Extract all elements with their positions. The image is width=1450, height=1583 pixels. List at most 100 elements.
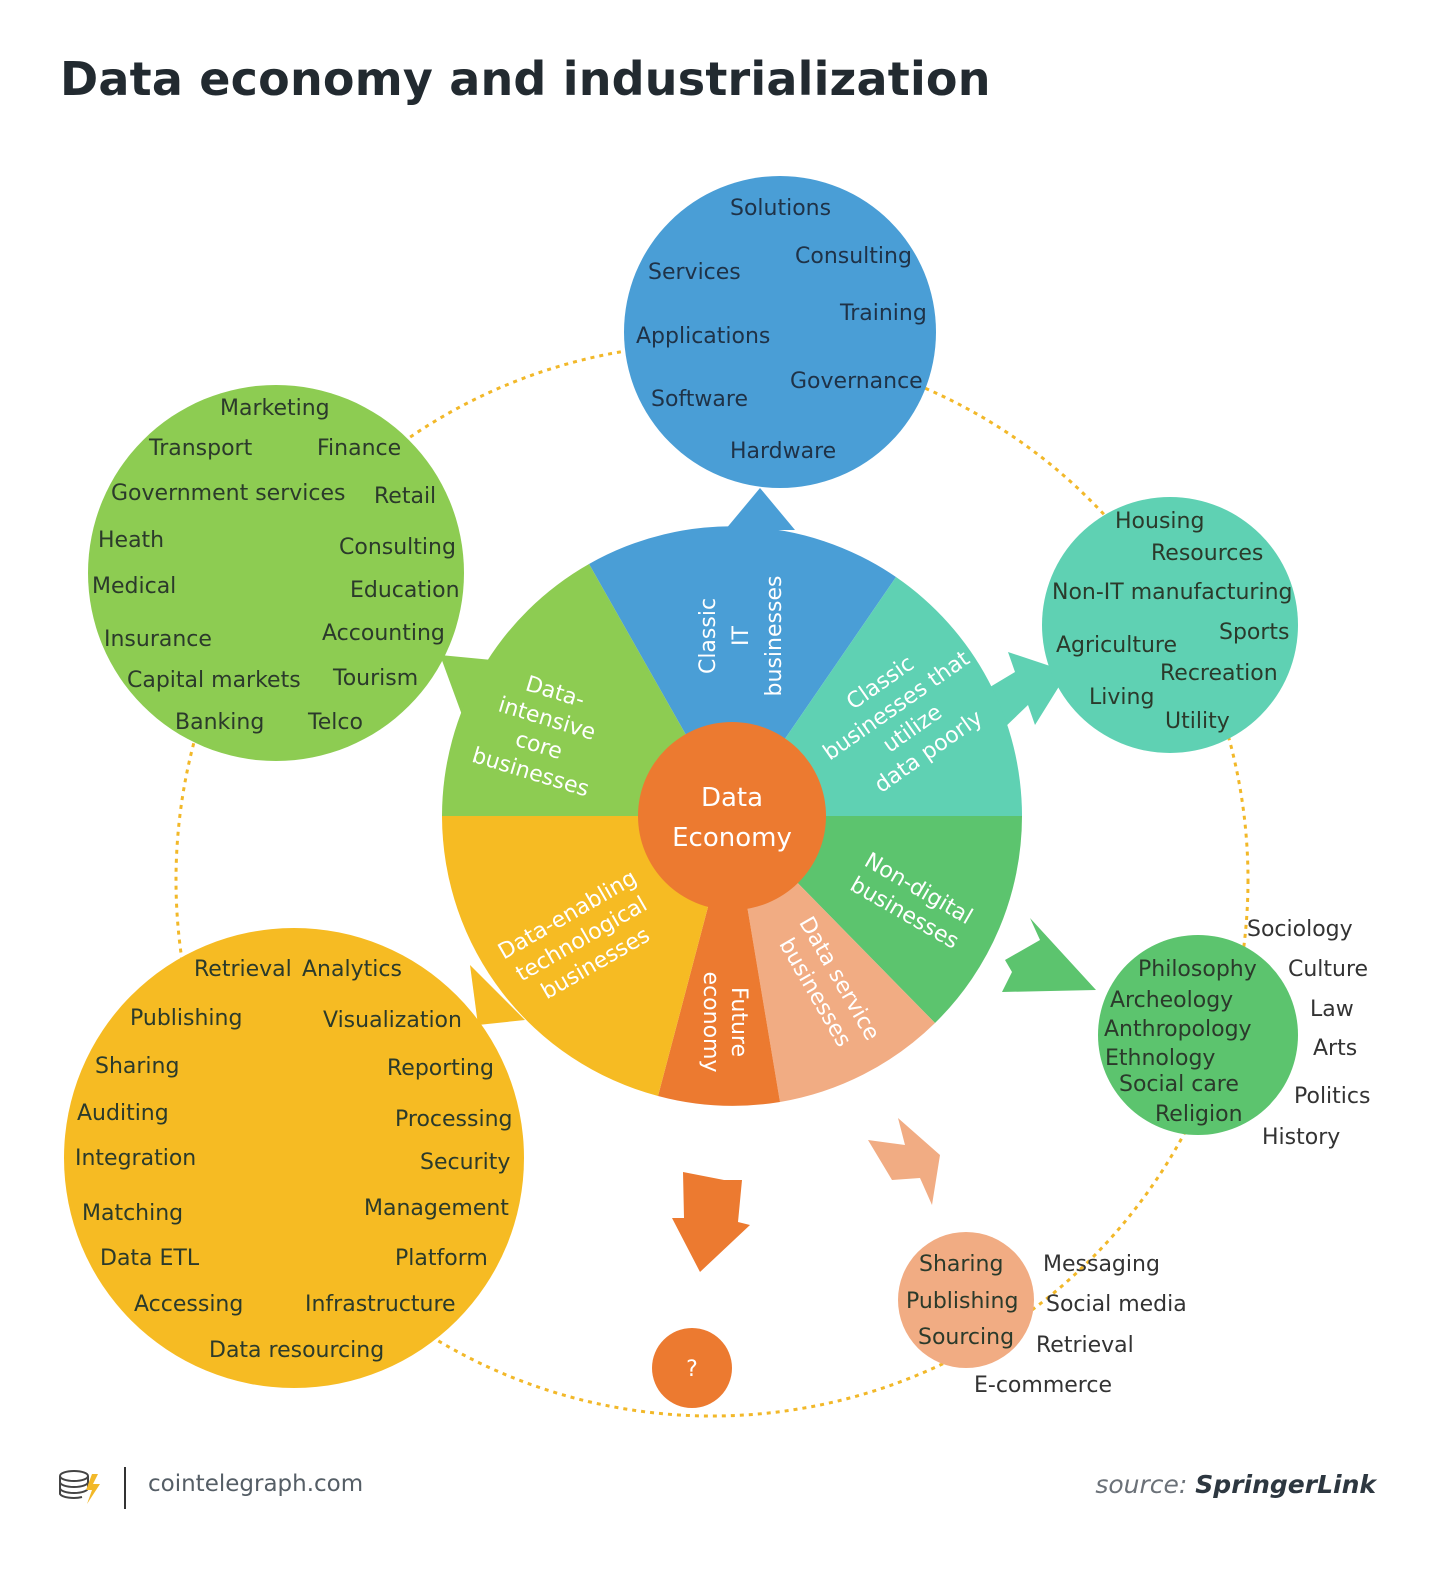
cluster-item: Messaging xyxy=(1043,1252,1160,1277)
cluster-core-circle xyxy=(88,385,464,761)
cluster-item: Anthropology xyxy=(1104,1017,1252,1042)
cluster-item: E-commerce xyxy=(974,1373,1112,1398)
cointelegraph-logo-icon xyxy=(56,1466,104,1511)
cluster-item: Platform xyxy=(395,1246,488,1271)
cluster-item: Processing xyxy=(395,1107,512,1132)
segment-label-future: Future economy xyxy=(698,972,751,1073)
future-symbol: ? xyxy=(686,1357,698,1382)
center-circle xyxy=(638,722,826,910)
cluster-item: Banking xyxy=(175,710,264,735)
source-prefix: source: xyxy=(1095,1470,1188,1499)
cluster-item: Telco xyxy=(307,710,363,735)
center-label-line2: Economy xyxy=(672,823,792,853)
cluster-core-labels: Marketing Transport Finance Government s… xyxy=(92,396,460,735)
cluster-item: Philosophy xyxy=(1138,957,1257,982)
cluster-item: Living xyxy=(1089,685,1154,710)
cluster-item: Archeology xyxy=(1110,988,1233,1013)
cluster-item: Arts xyxy=(1313,1036,1357,1061)
cluster-item: Law xyxy=(1310,997,1354,1022)
cluster-enabling-labels: Retrieval Analytics Publishing Visualiza… xyxy=(75,957,512,1363)
arrow-to-it xyxy=(725,488,795,530)
segment-label-line: Future xyxy=(726,987,751,1057)
cluster-item: Hardware xyxy=(730,439,836,464)
cluster-item: Heath xyxy=(98,528,164,553)
arrow-to-service xyxy=(868,1118,940,1205)
cluster-service-labels: Sharing Publishing Sourcing Messaging So… xyxy=(906,1252,1187,1398)
cluster-item: Training xyxy=(839,301,927,326)
cluster-item: Infrastructure xyxy=(305,1292,456,1317)
cluster-item: Data ETL xyxy=(100,1246,200,1271)
pie xyxy=(442,526,1022,1106)
center-label-line1: Data xyxy=(701,783,763,813)
cluster-it-labels: Solutions Consulting Services Training A… xyxy=(636,196,927,464)
arrow-to-core xyxy=(440,655,492,715)
cluster-item: Retail xyxy=(374,484,436,509)
footer-domain[interactable]: cointelegraph.com xyxy=(148,1471,364,1497)
arrow-to-future xyxy=(672,1172,750,1272)
cluster-item: Publishing xyxy=(906,1289,1018,1314)
cluster-item: Sociology xyxy=(1247,917,1353,942)
cluster-item: Retrieval xyxy=(194,957,292,982)
cluster-item: Marketing xyxy=(220,396,330,421)
cluster-item: Religion xyxy=(1155,1102,1243,1127)
connector-ring xyxy=(174,342,1250,1418)
cluster-item: Governance xyxy=(790,369,923,394)
segment-label-line: businesses xyxy=(762,576,787,697)
cluster-item: Resources xyxy=(1151,541,1263,566)
cluster-item: Security xyxy=(420,1150,510,1175)
cluster-item: Transport xyxy=(148,436,253,461)
cluster-item: Utility xyxy=(1165,709,1230,734)
cluster-item: Capital markets xyxy=(127,668,301,693)
cluster-item: Non-IT manufacturing xyxy=(1052,580,1292,605)
cluster-item: Sharing xyxy=(919,1252,1003,1277)
cluster-item: Software xyxy=(651,387,748,412)
arrow-to-enabling xyxy=(470,965,525,1025)
cluster-item: Consulting xyxy=(339,535,456,560)
cluster-item: Finance xyxy=(317,436,401,461)
cluster-item: Recreation xyxy=(1160,661,1278,686)
cluster-item: Sharing xyxy=(95,1054,179,1079)
cluster-item: Sports xyxy=(1219,620,1290,645)
cluster-item: Accessing xyxy=(134,1292,243,1317)
cluster-item: Insurance xyxy=(104,627,212,652)
segment-label-line: economy xyxy=(698,972,723,1073)
cluster-item: Retrieval xyxy=(1036,1333,1134,1358)
cluster-poor-circle xyxy=(1042,497,1298,753)
footer-divider xyxy=(124,1467,126,1509)
cluster-item: Education xyxy=(350,578,460,603)
cluster-item: Consulting xyxy=(795,244,912,269)
cluster-item: Tourism xyxy=(332,666,418,691)
cluster-item: Government services xyxy=(111,481,345,506)
source-credit: source: SpringerLink xyxy=(1095,1470,1376,1499)
cluster-enabling-circle xyxy=(64,928,524,1388)
cluster-item: Sourcing xyxy=(918,1325,1014,1350)
cluster-item: Social media xyxy=(1046,1292,1187,1317)
cluster-item: Auditing xyxy=(77,1101,169,1126)
cluster-item: Politics xyxy=(1294,1084,1370,1109)
cluster-item: Accounting xyxy=(322,621,445,646)
cluster-item: Ethnology xyxy=(1105,1046,1215,1071)
cluster-item: Culture xyxy=(1288,957,1368,982)
segment-label-line: IT xyxy=(729,625,754,645)
cluster-item: Publishing xyxy=(130,1006,242,1031)
future-circle xyxy=(652,1328,732,1408)
page-title: Data economy and industrialization xyxy=(60,52,991,106)
segment-future xyxy=(658,816,780,1106)
cluster-item: Analytics xyxy=(302,957,402,982)
segment-data-intensive xyxy=(442,564,732,816)
cluster-item: Applications xyxy=(636,324,770,349)
cluster-item: Services xyxy=(648,260,741,285)
cluster-item: Visualization xyxy=(323,1008,462,1033)
cluster-item: Data resourcing xyxy=(209,1338,384,1363)
segment-label-line: Classic xyxy=(696,598,721,674)
cluster-it-circle xyxy=(624,176,936,488)
cluster-item: Housing xyxy=(1115,509,1204,534)
cluster-item: Management xyxy=(364,1196,509,1221)
arrow-to-nondigital xyxy=(1002,918,1096,992)
cluster-service-circle xyxy=(898,1232,1034,1368)
cluster-nondigital-labels: Philosophy Archeology Anthropology Ethno… xyxy=(1104,917,1370,1150)
cluster-item: Social care xyxy=(1119,1072,1239,1097)
cluster-item: History xyxy=(1262,1125,1340,1150)
segment-data-enabling xyxy=(442,816,732,1096)
